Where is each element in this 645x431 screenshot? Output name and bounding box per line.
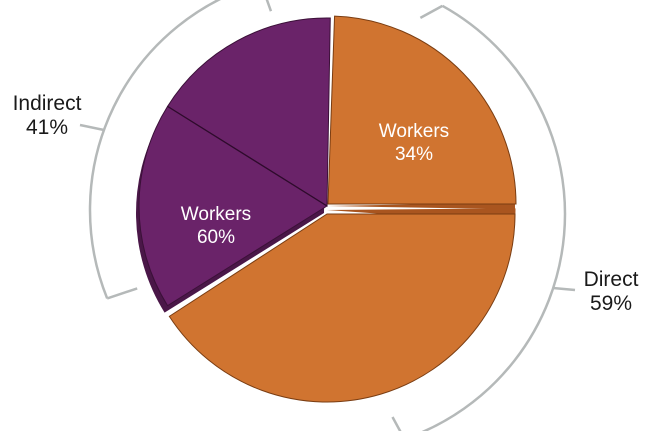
- direct-bracket: [421, 4, 567, 431]
- direct-group-label: Direct: [584, 268, 639, 291]
- direct-workers-value: 34%: [395, 144, 433, 165]
- indirect-group-label: Indirect: [13, 92, 82, 115]
- direct-label-leader: [552, 286, 576, 292]
- indirect-bracket: [88, 0, 222, 299]
- indirect-bracket-tick-bottom: [106, 287, 138, 300]
- indirect-slice-divider: [167, 105, 328, 207]
- direct-bracket-tick-top: [419, 4, 443, 19]
- direct-group-percent: 59%: [590, 292, 632, 315]
- indirect-other-slice: [166, 17, 331, 207]
- indirect-workers-value: 60%: [197, 227, 235, 248]
- direct-workers-slice: [327, 15, 517, 205]
- direct-bracket-tick-bottom: [391, 416, 402, 431]
- indirect-workers-slice: [138, 105, 328, 307]
- direct-workers-label: Workers: [379, 121, 449, 142]
- indirect-group-percent: 41%: [26, 116, 68, 139]
- indirect-label-leader: [79, 123, 105, 132]
- indirect-workers-label: Workers: [181, 204, 251, 225]
- indirect-bracket-tick-top: [265, 0, 273, 12]
- direct-other-slice: [168, 213, 516, 403]
